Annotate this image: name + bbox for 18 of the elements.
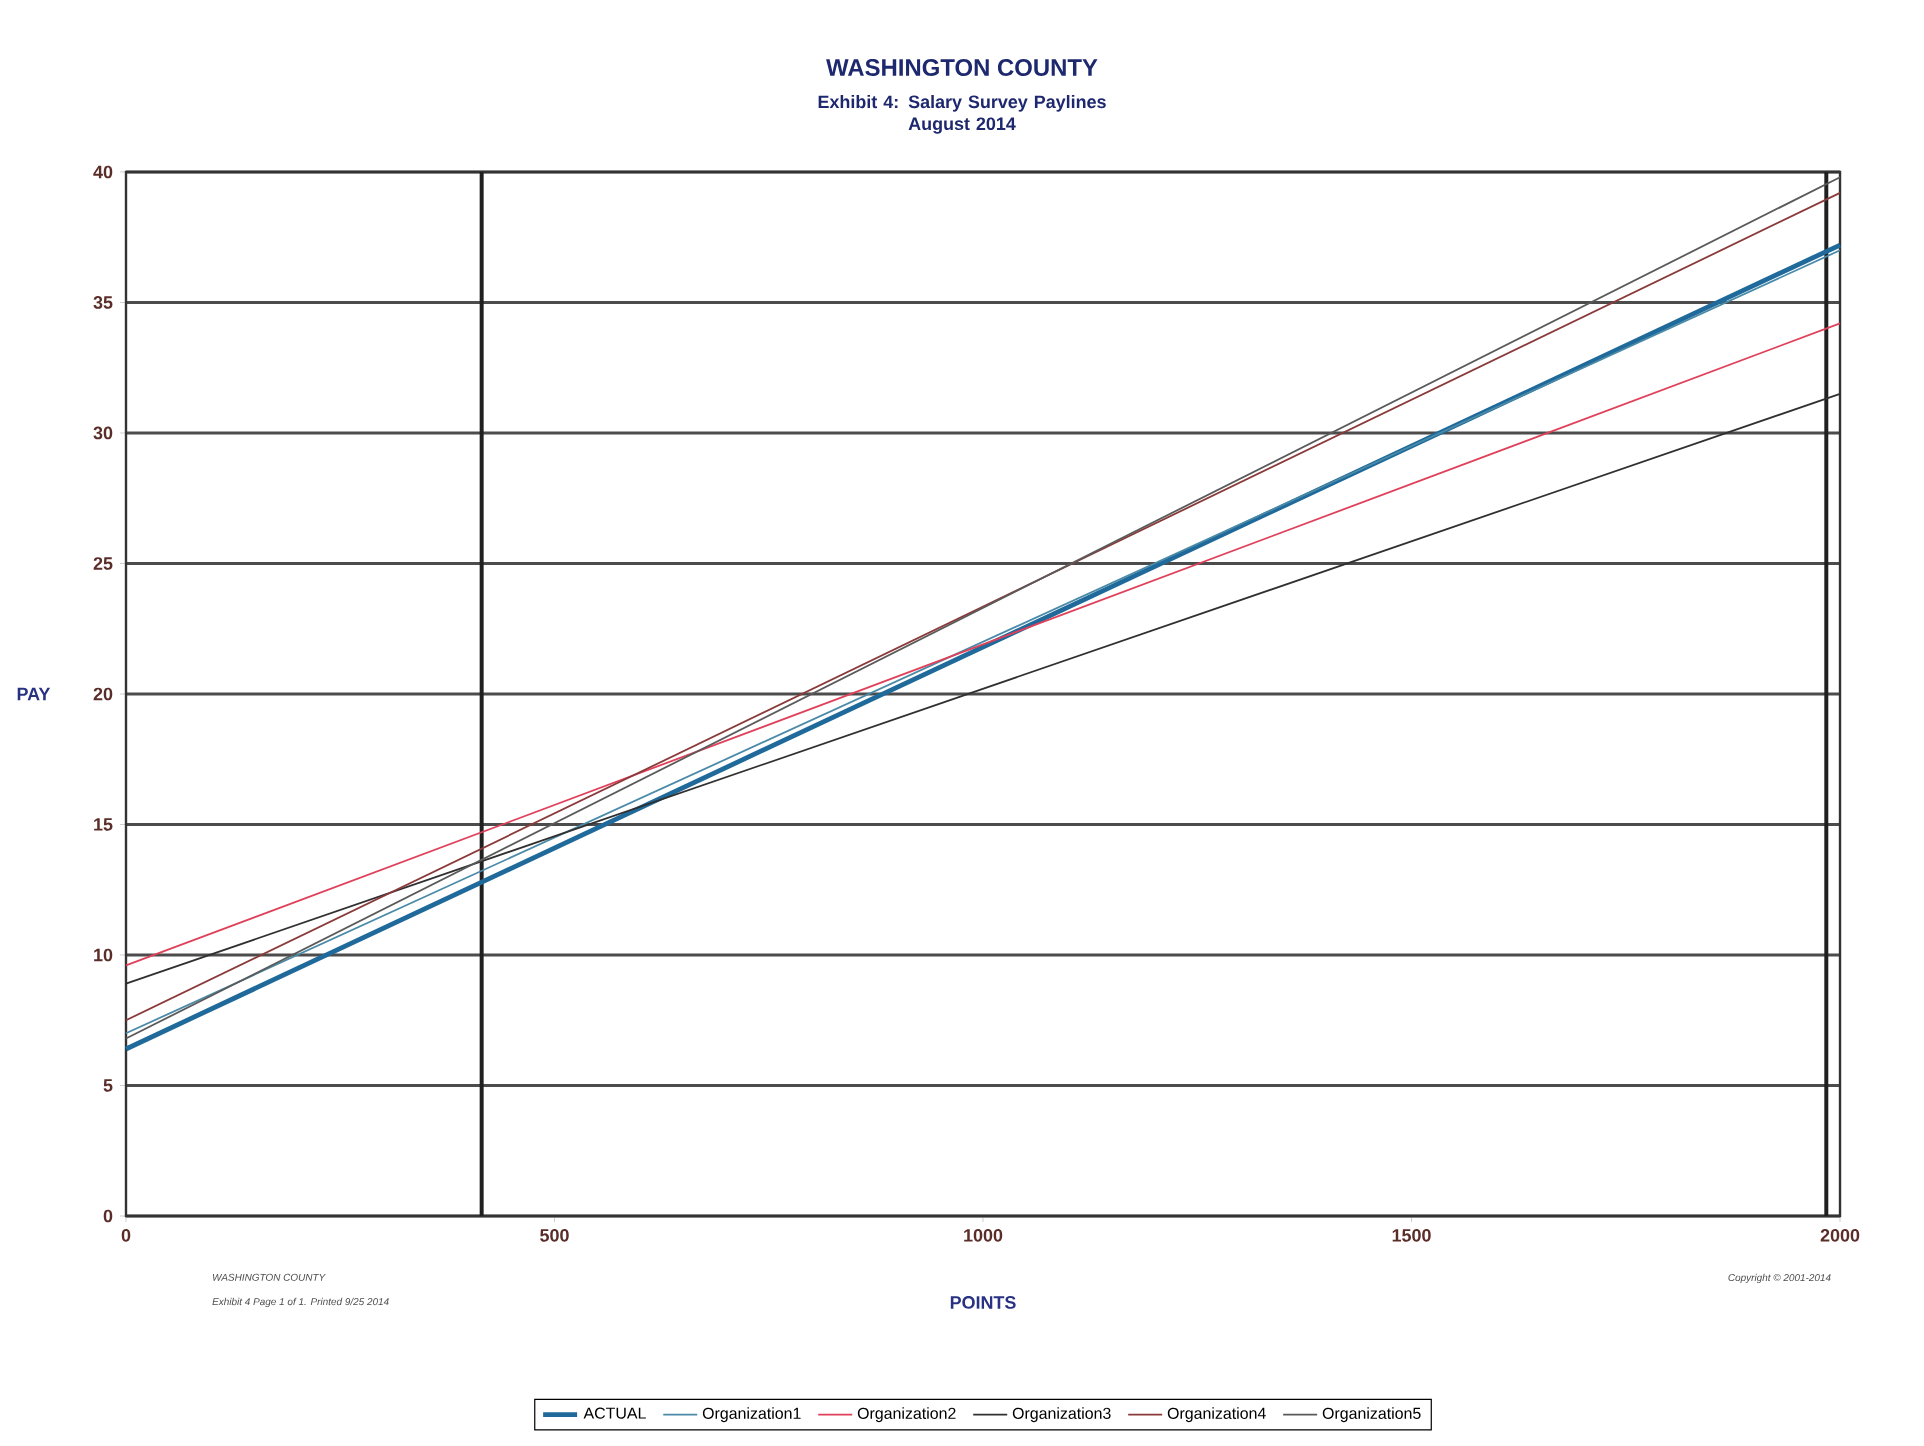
x-axis-title: POINTS xyxy=(950,1296,1016,1309)
chart-title: WASHINGTON COUNTY xyxy=(826,59,1098,76)
chart-subtitle: Exhibit 4: Salary Survey Paylines August 2014 xyxy=(818,95,1106,134)
x-tick-label: 1500 xyxy=(1392,1229,1431,1242)
y-tick-label: 40 xyxy=(93,165,113,179)
x-tick-label: 500 xyxy=(540,1229,569,1242)
y-tick-label: 20 xyxy=(93,687,113,701)
y-tick-label: 15 xyxy=(94,818,113,831)
x-tick-label: 0 xyxy=(121,1229,131,1242)
y-tick-label: 5 xyxy=(103,1079,113,1092)
y-tick-label: 10 xyxy=(94,948,113,962)
x-tick-label: 2000 xyxy=(1820,1229,1860,1242)
y-tick-label: 30 xyxy=(93,426,113,440)
y-tick-label: 25 xyxy=(93,557,113,570)
x-tick-label: 1000 xyxy=(964,1229,1003,1242)
y-tick-label: 0 xyxy=(103,1209,113,1223)
y-axis-title: PAY xyxy=(17,687,51,701)
y-tick-label: 35 xyxy=(93,296,113,309)
